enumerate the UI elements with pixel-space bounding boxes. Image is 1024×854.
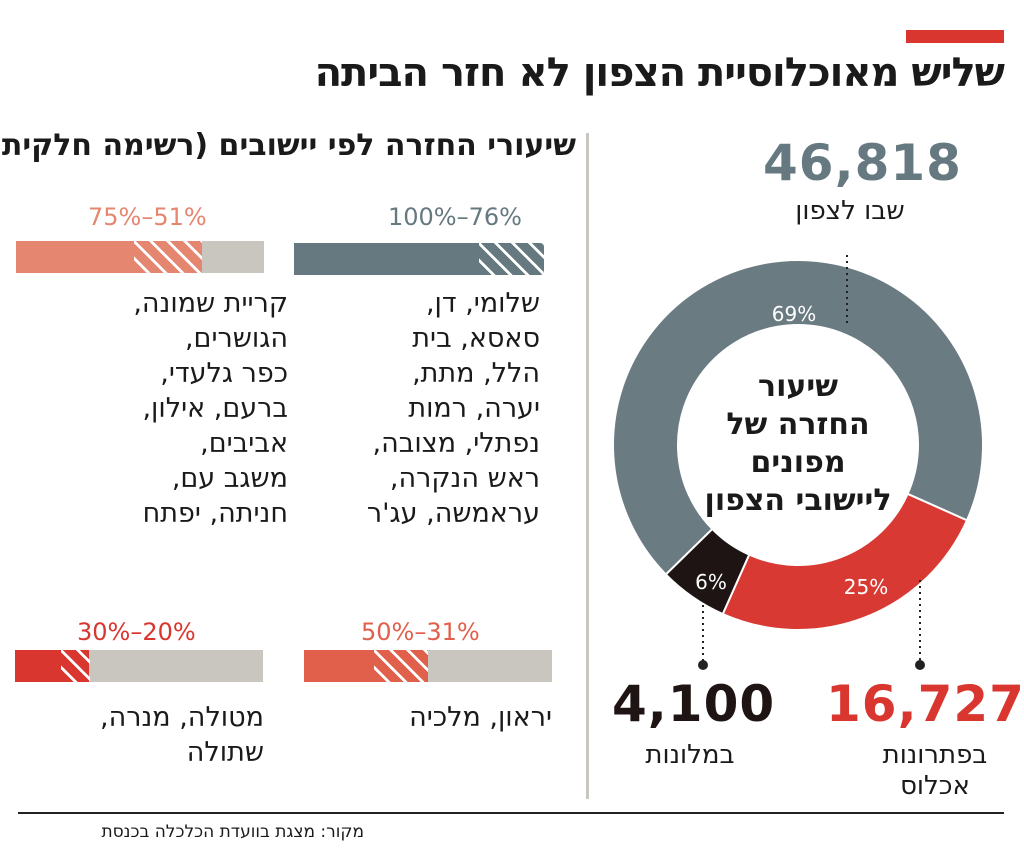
range-label: 100%–76%	[388, 203, 522, 231]
hotels-label: במלונות	[645, 740, 735, 770]
accent-bar	[906, 30, 1004, 43]
slice-label-returned: 69%	[772, 302, 816, 326]
subtitle: שיעורי החזרה לפי יישובים (רשימה חלקית)	[0, 128, 576, 163]
page-title: שליש מאוכלוסיית הצפון לא חזר הביתה	[314, 50, 1005, 96]
range-bar	[294, 243, 544, 275]
slice-label-hotels: 6%	[695, 570, 727, 594]
range-label: 50%–31%	[361, 618, 480, 646]
range-label: 75%–51%	[88, 203, 207, 231]
leader-dot	[915, 660, 925, 670]
slice-housing	[721, 492, 969, 631]
range-bar	[304, 650, 552, 682]
range-bar	[15, 650, 263, 682]
town-list: שלומי, דן, סאסא, בית הלל, מתת, יערה, רמו…	[366, 288, 540, 529]
donut-center-text: שיעור החזרה של מפונים ליישובי הצפון	[704, 369, 892, 518]
range-label: 30%–20%	[77, 618, 196, 646]
slice-label-housing: 25%	[844, 575, 888, 599]
hotels-count: 4,100	[612, 675, 776, 733]
leader-dot	[698, 660, 708, 670]
divider	[586, 133, 589, 799]
town-list: קריית שמונה, הגושרים, כפר גלעדי, ברעם, א…	[133, 288, 288, 529]
returned-count: 46,818	[763, 134, 962, 192]
town-list: יראון, מלכיה	[409, 702, 552, 733]
housing-label: בפתרונות אכלוס	[882, 740, 988, 801]
source-note: מקור: מצגת בוועדת הכלכלה בכנסת	[101, 822, 364, 842]
town-list: מטולה, מנרה, שתולה	[100, 702, 264, 768]
housing-count: 16,727	[826, 675, 1024, 733]
range-bar	[16, 241, 264, 273]
footer-rule	[18, 812, 1004, 814]
slice-returned	[612, 259, 984, 576]
donut-chart: 69% 25% 6%	[612, 255, 984, 670]
returned-label: שבו לצפון	[795, 196, 905, 226]
